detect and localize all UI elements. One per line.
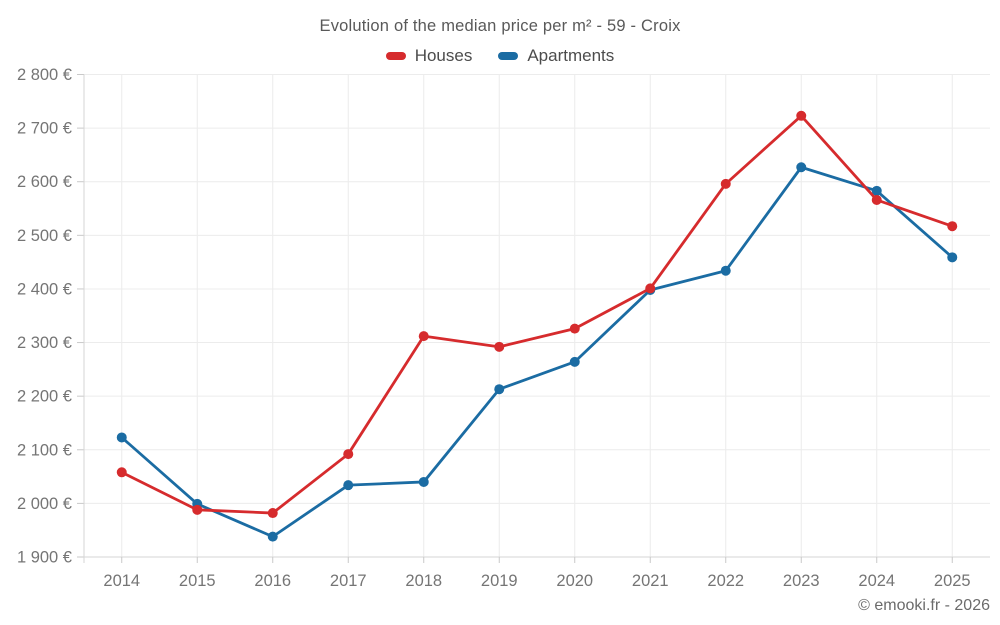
y-tick-label: 2 000 € [17, 495, 72, 513]
data-point-apartments-2019[interactable] [494, 384, 505, 395]
data-point-houses-2016[interactable] [267, 508, 278, 519]
y-tick-label: 1 900 € [17, 549, 72, 567]
data-point-apartments-2023[interactable] [796, 162, 807, 173]
data-point-houses-2024[interactable] [871, 194, 882, 205]
data-point-houses-2015[interactable] [192, 504, 203, 515]
data-point-houses-2019[interactable] [494, 341, 505, 352]
data-point-houses-2018[interactable] [418, 331, 429, 342]
y-tick-label: 2 100 € [17, 441, 72, 459]
data-point-apartments-2014[interactable] [116, 432, 127, 443]
y-tick-label: 2 800 € [17, 66, 72, 84]
data-point-houses-2023[interactable] [796, 110, 807, 121]
x-tick-label: 2014 [103, 572, 140, 590]
x-tick-label: 2019 [481, 572, 518, 590]
y-tick-label: 2 500 € [17, 227, 72, 245]
x-tick-label: 2015 [179, 572, 216, 590]
data-point-apartments-2017[interactable] [343, 480, 354, 491]
legend-item-apartments[interactable]: Apartments [498, 46, 614, 66]
x-tick-label: 2018 [405, 572, 442, 590]
chart-title: Evolution of the median price per m² - 5… [319, 17, 681, 35]
legend-label-apartments: Apartments [527, 46, 615, 65]
data-point-apartments-2018[interactable] [418, 476, 429, 487]
y-tick-label: 2 700 € [17, 120, 72, 138]
data-point-apartments-2024[interactable] [871, 185, 882, 196]
y-tick-label: 2 300 € [17, 334, 72, 352]
x-tick-label: 2021 [632, 572, 669, 590]
data-point-houses-2022[interactable] [720, 178, 731, 189]
data-point-apartments-2020[interactable] [569, 356, 580, 367]
chart-legend: Houses Apartments [0, 46, 1000, 66]
data-point-apartments-2016[interactable] [267, 531, 278, 542]
x-tick-label: 2023 [783, 572, 820, 590]
series-line-apartments [120, 165, 954, 539]
data-point-houses-2021[interactable] [645, 283, 656, 294]
x-tick-label: 2020 [556, 572, 593, 590]
data-point-houses-2020[interactable] [569, 323, 580, 334]
y-tick-label: 2 200 € [17, 388, 72, 406]
data-point-apartments-2025[interactable] [947, 252, 958, 263]
x-tick-label: 2025 [934, 572, 971, 590]
x-tick-label: 2016 [254, 572, 291, 590]
x-tick-label: 2024 [858, 572, 895, 590]
legend-label-houses: Houses [414, 46, 473, 65]
series-line-houses [120, 114, 954, 515]
x-tick-label: 2022 [707, 572, 744, 590]
y-tick-label: 2 400 € [17, 280, 72, 298]
data-point-houses-2014[interactable] [116, 467, 127, 478]
apartments-swatch-icon [498, 52, 519, 60]
attribution-text: © emooki.fr - 2026 [858, 597, 990, 614]
legend-item-houses[interactable]: Houses [385, 46, 473, 66]
data-point-houses-2025[interactable] [947, 221, 958, 232]
y-tick-label: 2 600 € [17, 173, 72, 191]
houses-swatch-icon [385, 52, 406, 60]
data-point-houses-2017[interactable] [343, 449, 354, 460]
x-tick-label: 2017 [330, 572, 367, 590]
data-point-apartments-2022[interactable] [720, 265, 731, 276]
